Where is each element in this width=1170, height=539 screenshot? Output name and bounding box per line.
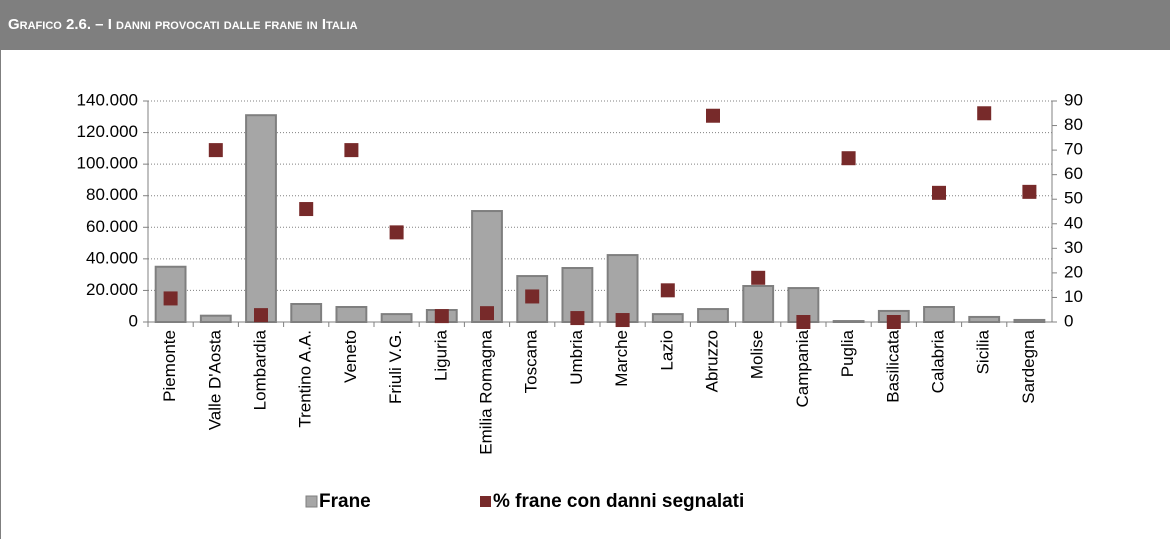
x-tick-label: Marche [612,330,631,387]
legend-swatch [480,496,491,507]
y-tick-label: 60.000 [86,217,138,236]
y2-tick-label: 40 [1064,213,1083,232]
marker [163,291,178,306]
marker [615,313,630,328]
chart-title: Grafico 2.6. – I danni provocati dalle f… [8,16,358,33]
x-tick-label: Valle D'Aosta [205,329,224,430]
legend-label: % frane con danni segnalati [493,491,744,512]
marker [751,270,766,285]
x-tick-label: Basilicata [883,329,902,402]
y2-tick-label: 0 [1064,311,1073,330]
x-tick-label: Friuli V.G. [386,330,405,404]
marker [932,185,946,200]
marker [434,309,449,324]
y2-tick-label: 20 [1064,262,1083,281]
bar [245,114,277,324]
bar [380,313,413,324]
x-tick-label: Emilia Romagna [476,329,495,454]
x-tick-label: Calabria [928,329,947,393]
x-tick-label: Umbria [567,329,586,384]
x-tick-label: Sardegna [1019,329,1038,403]
bar [1013,318,1046,323]
y2-tick-label: 70 [1064,140,1083,159]
y-tick-label: 140.000 [77,90,138,109]
y2-tick-label: 90 [1064,90,1083,109]
bar [742,285,775,324]
x-tick-label: Sicilia [974,329,993,374]
marker [1022,184,1037,199]
x-tick-label: Toscana [522,329,541,393]
x-tick-label: Veneto [341,330,360,383]
bar [697,308,729,324]
x-tick-label: Liguria [431,329,450,381]
marker [886,315,901,329]
x-tick-label: Abruzzo [702,330,721,392]
bar [335,306,368,323]
marker [344,143,359,158]
x-tick-label: Lombardia [250,329,269,410]
y2-tick-label: 10 [1064,287,1083,306]
marker [208,143,223,158]
marker [299,202,314,217]
bar [651,313,684,324]
bar [832,320,865,323]
legend-swatch [305,495,318,508]
y-tick-label: 120.000 [77,122,138,141]
y2-tick-label: 50 [1064,189,1083,208]
bar [290,303,323,323]
x-tick-label: Campania [793,329,812,407]
x-tick-label: Puglia [838,329,857,377]
y-tick-label: 80.000 [86,185,138,204]
marker [977,106,992,121]
header: Grafico 2.6. – I danni provocati dalle f… [0,0,1170,50]
x-tick-label: Molise [748,330,767,379]
y-tick-label: 100.000 [77,154,138,173]
marker [480,306,494,321]
y-tick-label: 40.000 [86,248,138,267]
bar [199,314,232,323]
x-tick-label: Trentino A.A. [296,330,315,428]
marker [389,225,404,240]
marker [660,283,675,298]
x-tick-label: Piemonte [160,330,179,402]
y2-tick-label: 30 [1064,238,1083,257]
frame-line [0,50,1,539]
bar [606,254,639,323]
y2-tick-label: 60 [1064,164,1083,183]
marker [254,308,268,323]
marker [796,315,811,329]
bar [471,210,503,323]
x-tick-label: Lazio [657,330,676,371]
bar [968,315,1001,324]
bar [923,306,955,323]
y-tick-label: 0 [129,311,138,330]
marker [570,311,585,326]
y2-tick-label: 80 [1064,115,1083,134]
marker [841,151,856,166]
y-tick-label: 20.000 [86,280,138,299]
marker [706,108,720,123]
marker [525,289,540,304]
legend-label: Frane [319,491,371,512]
